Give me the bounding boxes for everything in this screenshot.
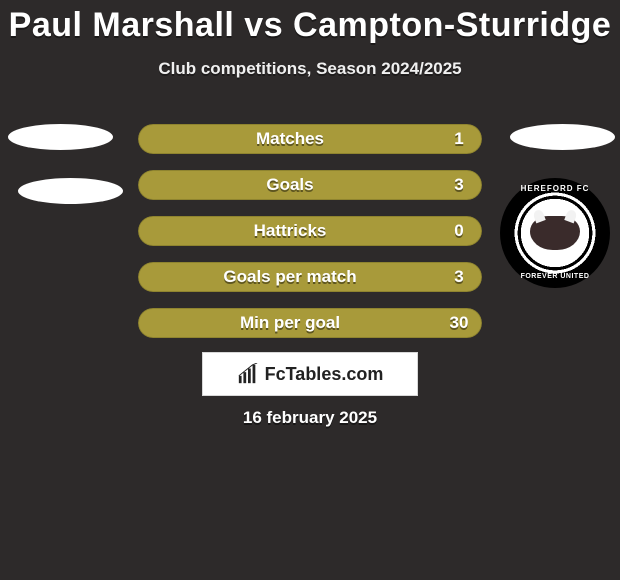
stat-bar: Matches1 [138,124,482,154]
stat-bar: Hattricks0 [138,216,482,246]
bull-icon [530,216,580,250]
chart-icon [237,363,259,385]
stat-value: 0 [442,221,482,241]
stat-value: 1 [442,129,482,149]
brand-box: FcTables.com [202,352,418,396]
date-text: 16 february 2025 [0,408,620,428]
stats-bars: Matches1Goals3Hattricks0Goals per match3… [138,124,482,354]
stat-bar: Goals3 [138,170,482,200]
stat-label: Goals [138,175,442,195]
brand-text: FcTables.com [265,364,384,385]
right-ellipse-1 [510,124,615,150]
stat-bar: Goals per match3 [138,262,482,292]
crest-top-text: HEREFORD FC [521,184,590,193]
stat-label: Min per goal [138,313,442,333]
crest-bottom-text: FOREVER UNITED [521,273,590,280]
page-title: Paul Marshall vs Campton-Sturridge [0,0,620,45]
left-ellipse-1 [8,124,113,150]
page-subtitle: Club competitions, Season 2024/2025 [0,59,620,79]
left-ellipse-2 [18,178,123,204]
crest-hereford: HEREFORD FC FOREVER UNITED [500,178,610,288]
stat-value: 30 [442,313,482,333]
stat-label: Matches [138,129,442,149]
stat-label: Goals per match [138,267,442,287]
stat-value: 3 [442,267,482,287]
stat-bar: Min per goal30 [138,308,482,338]
stat-label: Hattricks [138,221,442,241]
stat-value: 3 [442,175,482,195]
comparison-infographic: Paul Marshall vs Campton-Sturridge Club … [0,0,620,580]
